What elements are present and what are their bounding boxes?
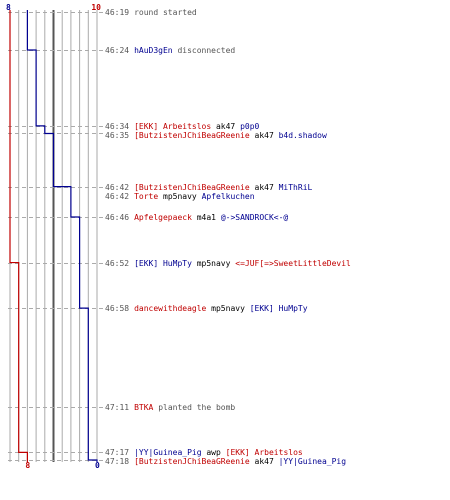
killer-name: dancewithdeagle bbox=[134, 304, 207, 313]
player-name: BTKA bbox=[134, 403, 154, 412]
killer-name: [EKK] HuMpTy bbox=[134, 259, 192, 268]
victim-name: @->SANDROCK<-@ bbox=[220, 213, 289, 222]
event-time: 47:11 bbox=[105, 403, 130, 412]
victim-name: [EKK] Arbeitslos bbox=[225, 448, 303, 457]
weapon-name: mp5navy bbox=[196, 259, 231, 268]
event-time: 47:17 bbox=[105, 448, 130, 457]
killer-name: [EKK] Arbeitslos bbox=[134, 122, 212, 131]
event-message: disconnected bbox=[177, 46, 236, 55]
ct-alive-line bbox=[26, 10, 98, 462]
t-alive-line bbox=[9, 10, 28, 462]
event-message: round started bbox=[134, 8, 197, 17]
event-time: 46:34 bbox=[105, 122, 130, 131]
event-time: 46:46 bbox=[105, 213, 130, 222]
victim-name: [EKK] HuMpTy bbox=[249, 304, 308, 313]
event-row: 46:46 Apfelgepaeck m4a1 @->SANDROCK<-@ bbox=[105, 213, 288, 223]
t-score-top: 10 bbox=[91, 3, 101, 12]
event-row: 46:52 [EKK] HuMpTy mp5navy <=JUF[=>SweetL… bbox=[105, 259, 351, 269]
ct-score-bottom: 0 bbox=[95, 461, 100, 470]
weapon-name: mp5navy bbox=[163, 192, 197, 201]
killer-name: Apfelgepaeck bbox=[134, 213, 192, 222]
weapon-name: ak47 bbox=[254, 183, 274, 192]
killer-name: Torte bbox=[134, 192, 159, 201]
event-time: 46:58 bbox=[105, 304, 130, 313]
event-row: 47:18 [ButzistenJChiBeaGReenie ak47 |YY|G… bbox=[105, 457, 346, 467]
event-time: 46:35 bbox=[105, 131, 130, 140]
victim-name: <=JUF[=>SweetLittleDevil bbox=[235, 259, 351, 268]
event-row: 46:24 hAuD3gEn disconnected bbox=[105, 46, 235, 56]
victim-name: b4d.shadow bbox=[278, 131, 327, 140]
weapon-name: ak47 bbox=[254, 131, 274, 140]
killer-name: |YY|Guinea_Pig bbox=[134, 448, 202, 457]
event-row: 46:58 dancewithdeagle mp5navy [EKK] HuMpT… bbox=[105, 304, 308, 314]
victim-name: |YY|Guinea_Pig bbox=[278, 457, 347, 466]
ct-score-top: 8 bbox=[6, 3, 11, 12]
event-row: 46:42 Torte mp5navy Apfelkuchen bbox=[105, 192, 255, 202]
event-markers bbox=[8, 12, 104, 461]
victim-name: p0p0 bbox=[240, 122, 260, 131]
event-time: 46:24 bbox=[105, 46, 130, 55]
event-row: 46:42 [ButzistenJChiBeaGReenie ak47 MiThR… bbox=[105, 183, 312, 193]
event-time: 46:52 bbox=[105, 259, 130, 268]
weapon-name: mp5navy bbox=[211, 304, 245, 313]
event-row: 46:34 [EKK] Arbeitslos ak47 p0p0 bbox=[105, 122, 259, 132]
series-lines bbox=[9, 10, 98, 462]
grid-lines bbox=[9, 10, 98, 462]
event-row: 47:11 BTKA planted the bomb bbox=[105, 403, 235, 413]
player-name: hAuD3gEn bbox=[134, 46, 173, 55]
weapon-name: ak47 bbox=[254, 457, 274, 466]
event-time: 47:18 bbox=[105, 457, 130, 466]
event-time: 46:42 bbox=[105, 183, 130, 192]
weapon-name: awp bbox=[206, 448, 221, 457]
weapon-name: ak47 bbox=[215, 122, 236, 131]
event-message: planted the bomb bbox=[158, 403, 236, 412]
event-row: 47:17 |YY|Guinea_Pig awp [EKK] Arbeitslos bbox=[105, 448, 303, 458]
killer-name: [ButzistenJChiBeaGReenie bbox=[134, 131, 250, 140]
killer-name: [ButzistenJChiBeaGReenie bbox=[134, 183, 250, 192]
event-time: 46:42 bbox=[105, 192, 130, 201]
killer-name: [ButzistenJChiBeaGReenie bbox=[134, 457, 250, 466]
event-row: 46:35 [ButzistenJChiBeaGReenie ak47 b4d.s… bbox=[105, 131, 327, 141]
event-row: 46:19 round started bbox=[105, 8, 197, 18]
weapon-name: m4a1 bbox=[196, 213, 216, 222]
t-score-bottom: 8 bbox=[25, 461, 31, 470]
victim-name: MiThRiL bbox=[278, 183, 313, 192]
event-time: 46:19 bbox=[105, 8, 130, 17]
victim-name: Apfelkuchen bbox=[201, 192, 255, 201]
